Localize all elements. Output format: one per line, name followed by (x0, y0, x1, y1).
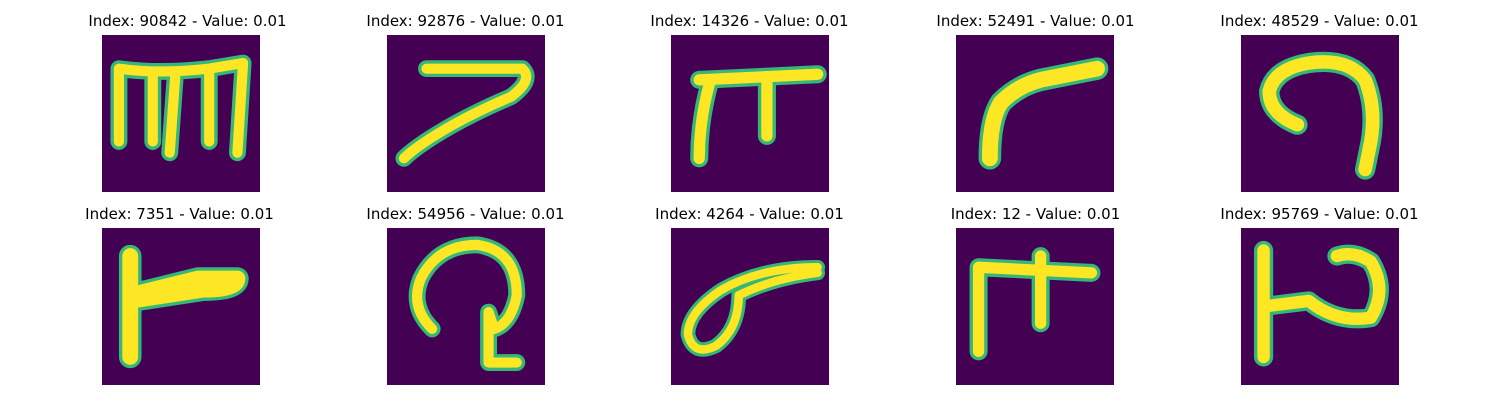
digit-image (102, 228, 260, 385)
panel-title: Index: 12 - Value: 0.01 (950, 205, 1121, 223)
digit-image (671, 228, 829, 385)
glyph-e (969, 247, 1101, 361)
glyph-m (110, 54, 252, 162)
glyph-loop-hook (408, 236, 526, 371)
digit-image (956, 35, 1114, 192)
panel-title: Index: 48529 - Value: 0.01 (1220, 12, 1419, 30)
glyph-flag (118, 244, 249, 369)
panel-title: Index: 4264 - Value: 0.01 (655, 205, 844, 223)
digit-image (102, 35, 260, 192)
panel-title: Index: 7351 - Value: 0.01 (85, 205, 274, 223)
panel-title: Index: 54956 - Value: 0.01 (366, 205, 565, 223)
digit-image (1241, 228, 1399, 385)
glyph-r (978, 57, 1109, 170)
glyph-loop (680, 259, 826, 357)
digit-image (671, 35, 829, 192)
panel-title: Index: 95769 - Value: 0.01 (1220, 205, 1419, 223)
glyph-7 (395, 60, 535, 167)
panel-title: Index: 52491 - Value: 0.01 (936, 12, 1135, 30)
glyph-pi (690, 65, 827, 168)
digit-image (387, 35, 545, 192)
panel-title: Index: 92876 - Value: 0.01 (366, 12, 565, 30)
panel-title: Index: 90842 - Value: 0.01 (88, 12, 287, 30)
digit-image (1241, 35, 1399, 192)
panel-title: Index: 14326 - Value: 0.01 (650, 12, 849, 30)
digit-image (387, 228, 545, 385)
digit-image (956, 228, 1114, 385)
glyph-hook (1259, 51, 1383, 180)
glyph-h (1253, 240, 1389, 367)
